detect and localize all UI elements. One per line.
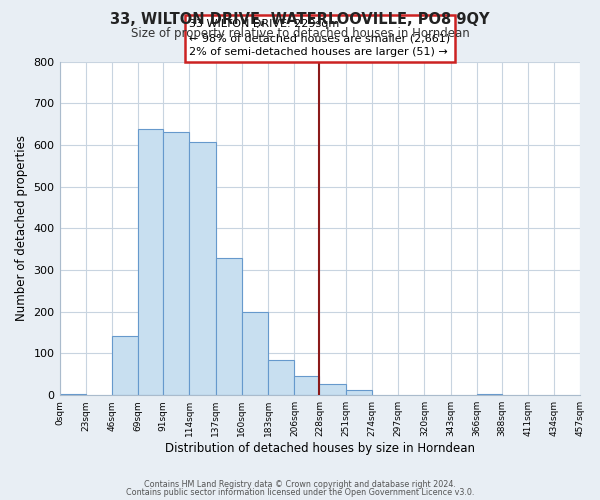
Bar: [190, 142, 216, 395]
Bar: [242, 312, 268, 395]
Text: Size of property relative to detached houses in Horndean: Size of property relative to detached ho…: [131, 28, 469, 40]
Bar: [319, 384, 346, 395]
Text: 33 WILTON DRIVE: 229sqm
← 98% of detached houses are smaller (2,661)
2% of semi-: 33 WILTON DRIVE: 229sqm ← 98% of detache…: [190, 20, 451, 58]
Bar: [112, 336, 138, 395]
Bar: [216, 258, 242, 395]
Y-axis label: Number of detached properties: Number of detached properties: [15, 136, 28, 322]
Bar: [138, 130, 163, 395]
Text: 33, WILTON DRIVE, WATERLOOVILLE, PO8 9QY: 33, WILTON DRIVE, WATERLOOVILLE, PO8 9QY: [110, 12, 490, 28]
Bar: [295, 376, 319, 395]
Bar: [59, 394, 86, 395]
Bar: [163, 132, 190, 395]
Text: Contains HM Land Registry data © Crown copyright and database right 2024.: Contains HM Land Registry data © Crown c…: [144, 480, 456, 489]
X-axis label: Distribution of detached houses by size in Horndean: Distribution of detached houses by size …: [165, 442, 475, 455]
Text: Contains public sector information licensed under the Open Government Licence v3: Contains public sector information licen…: [126, 488, 474, 497]
Bar: [346, 390, 372, 395]
Bar: [268, 360, 295, 395]
Bar: [477, 394, 502, 395]
